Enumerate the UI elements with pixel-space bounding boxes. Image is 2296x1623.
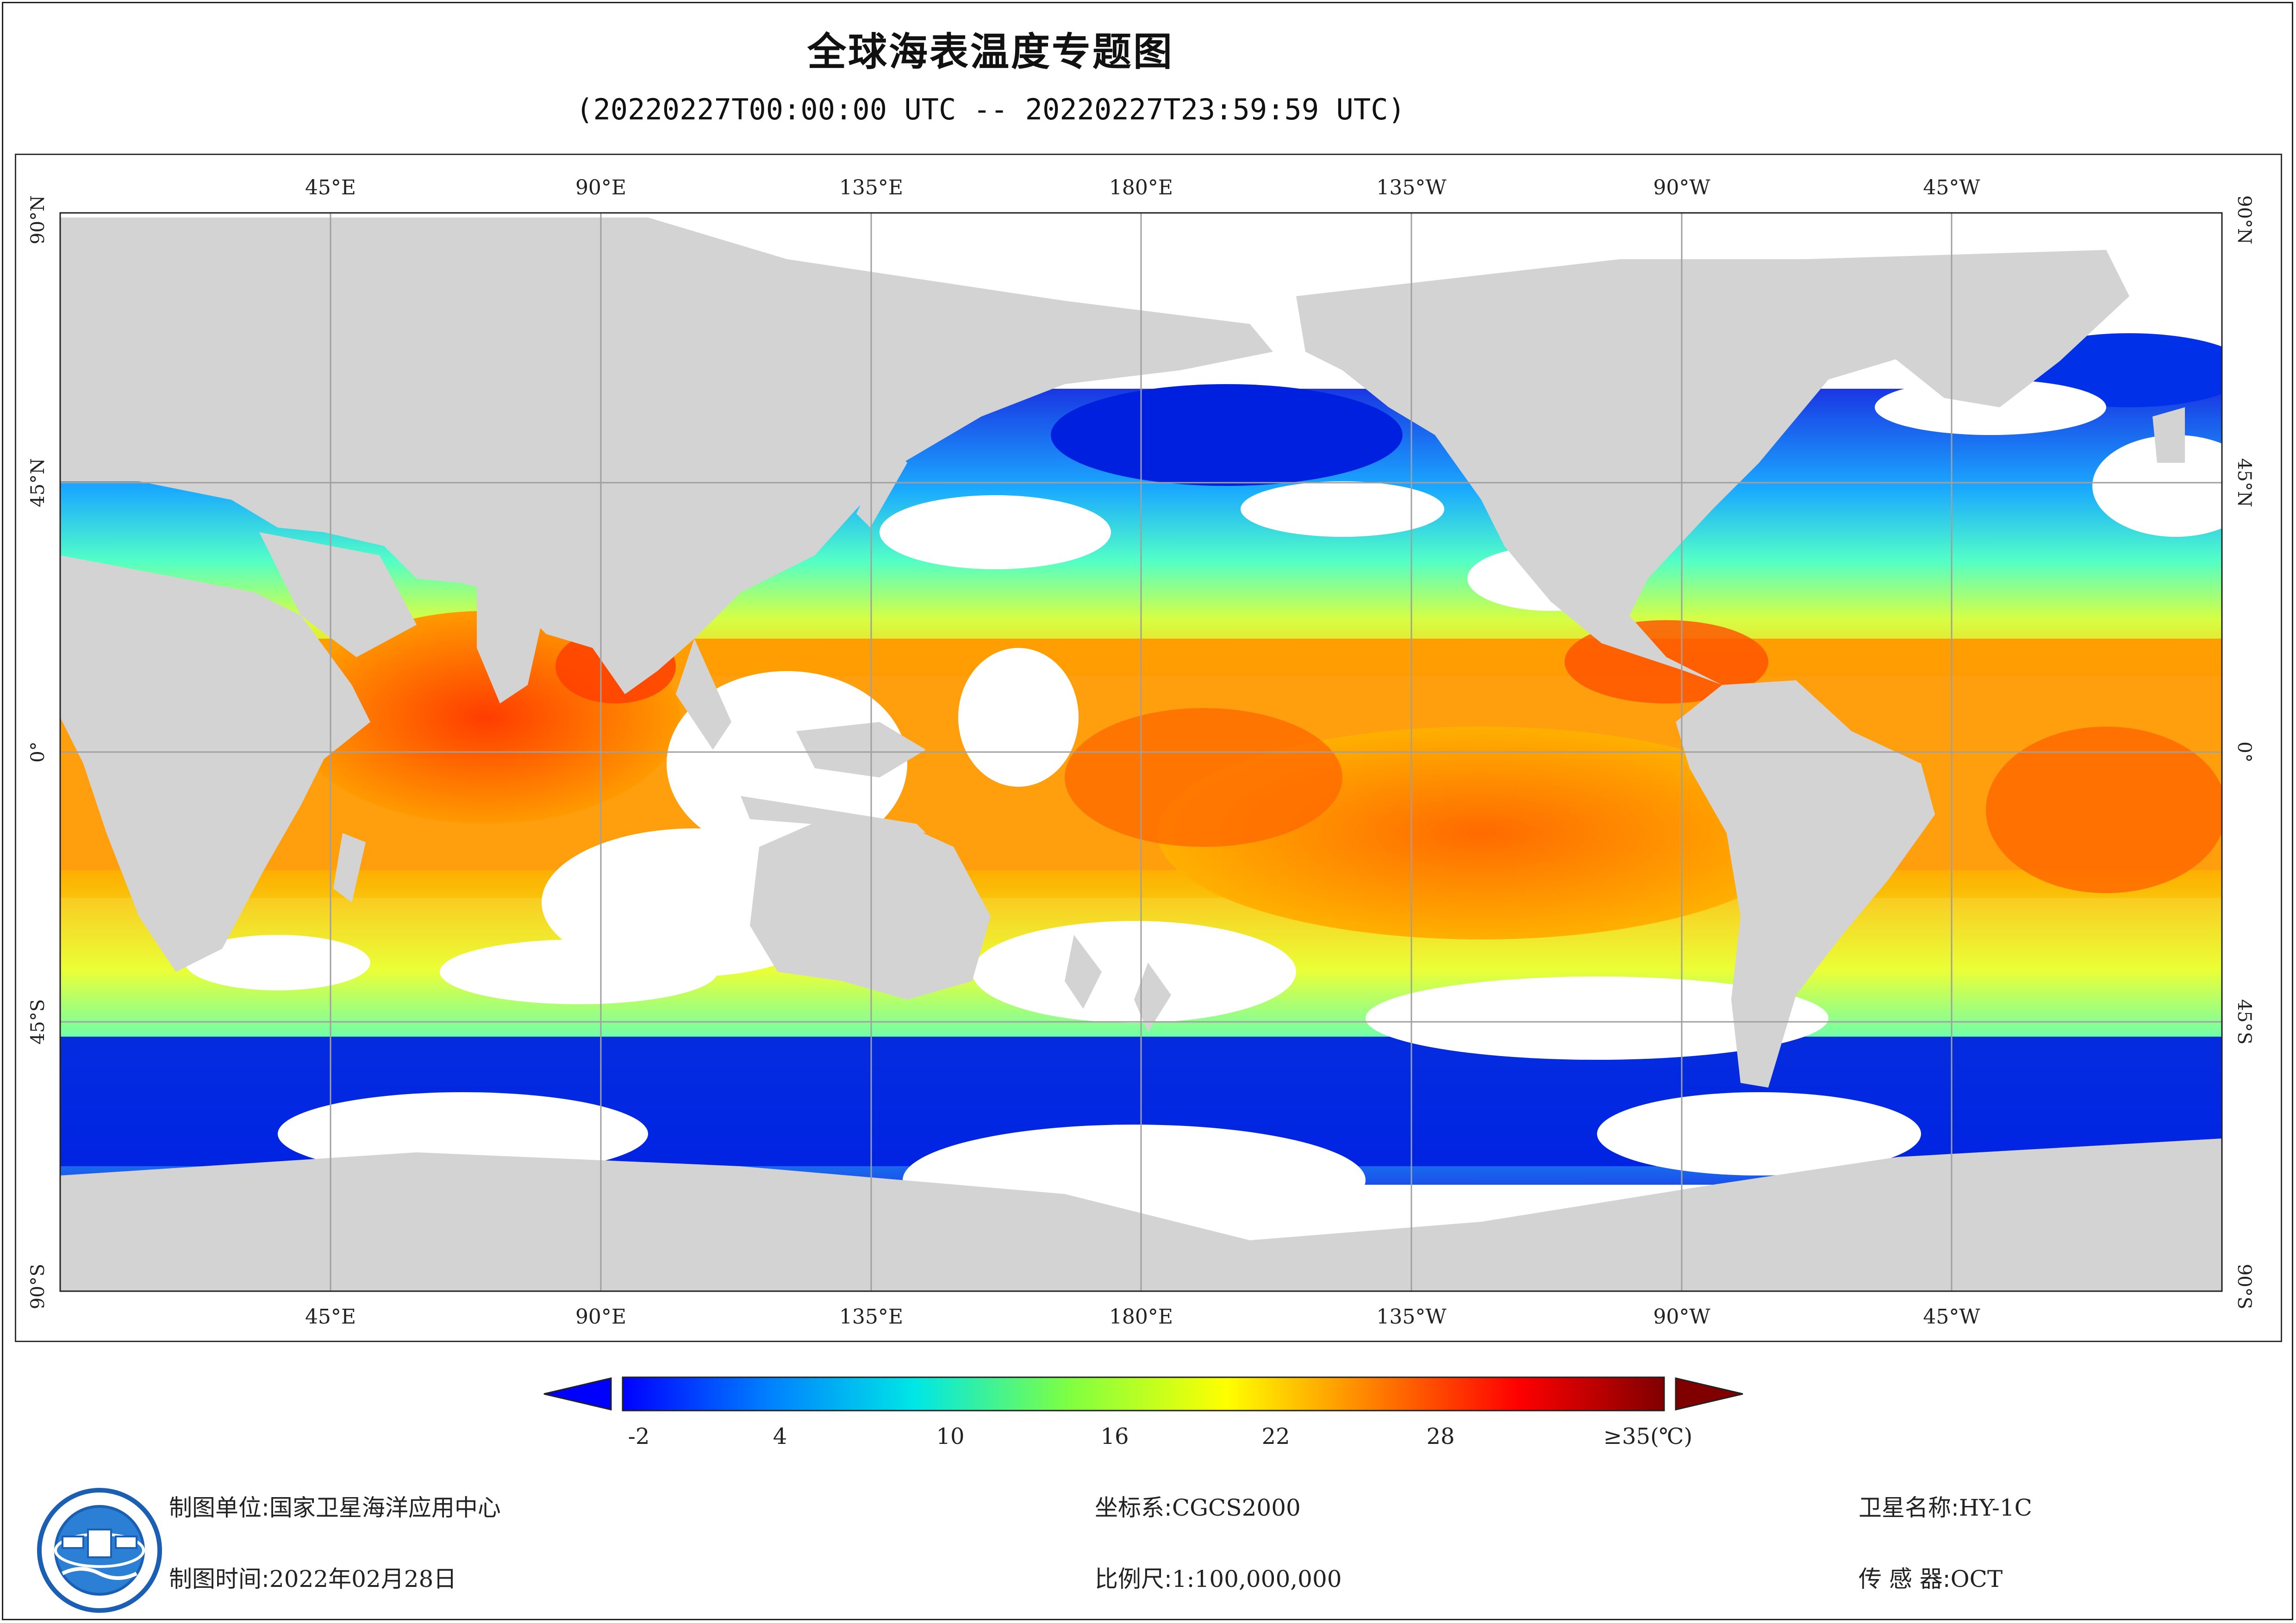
lon-label: 45°E: [305, 1305, 356, 1329]
lat-label: 45°S: [2234, 999, 2255, 1045]
footer-producer-label: 制图单位:: [169, 1494, 269, 1521]
lon-label: 135°W: [1376, 176, 1447, 199]
footer-scale: 比例尺:1:100,000,000: [1095, 1561, 1342, 1594]
lat-labels-right: 90°N 45°N 0° 45°S 90°S: [2234, 195, 2255, 1309]
footer-producer: 制图单位:国家卫星海洋应用中心: [169, 1489, 501, 1523]
lat-label: 90°N: [27, 195, 49, 244]
lon-label: 180°E: [1109, 1305, 1173, 1329]
footer-satellite-label: 卫星名称:: [1859, 1494, 1959, 1521]
footer-date-label: 制图时间:: [169, 1566, 269, 1592]
lat-label: 45°S: [27, 999, 49, 1045]
footer-scale-label: 比例尺:: [1095, 1566, 1172, 1592]
footer-satellite: 卫星名称:HY-1C: [1859, 1489, 2032, 1523]
lon-label: 45°W: [1923, 176, 1980, 199]
map-title: 全球海表温度专题图: [807, 29, 1174, 75]
lat-label: 0°: [27, 741, 49, 762]
lat-label: 45°N: [27, 458, 49, 507]
footer-scale-value: 1:100,000,000: [1172, 1566, 1342, 1592]
map-frame: [15, 154, 2282, 1342]
lon-label: 135°W: [1376, 1305, 1447, 1329]
footer-sensor: 传 感 器:OCT: [1859, 1561, 2003, 1594]
footer-producer-value: 国家卫星海洋应用中心: [269, 1494, 501, 1521]
lon-label: 135°E: [839, 1305, 903, 1329]
footer-satellite-value: HY-1C: [1959, 1494, 2032, 1521]
lat-label: 45°N: [2234, 458, 2255, 507]
lat-label: 0°: [2234, 741, 2255, 762]
lon-label: 90°W: [1653, 176, 1710, 199]
map-subtitle: (20220227T00:00:00 UTC -- 20220227T23:59…: [576, 93, 1405, 126]
footer-sensor-label: 传 感 器:: [1859, 1566, 1951, 1592]
lon-label: 90°E: [575, 1305, 626, 1329]
footer-date: 制图时间:2022年02月28日: [169, 1561, 456, 1594]
lat-label: 90°S: [2234, 1264, 2255, 1309]
lon-label: 90°W: [1653, 1305, 1710, 1329]
lon-labels-bottom: 45°E 90°E 135°E 180°E 135°W 90°W 45°W: [305, 1305, 1980, 1329]
lon-labels-top: 45°E 90°E 135°E 180°E 135°W 90°W 45°W: [305, 176, 1980, 199]
lon-label: 45°W: [1923, 1305, 1980, 1329]
footer-date-value: 2022年02月28日: [269, 1566, 457, 1592]
lon-label: 45°E: [305, 176, 356, 199]
lat-labels-left: 90°N 45°N 0° 45°S 90°S: [27, 195, 49, 1309]
graticule: [60, 213, 2222, 1291]
map-border: [59, 212, 2223, 1292]
footer-crs-value: CGCS2000: [1172, 1494, 1301, 1521]
footer-crs-label: 坐标系:: [1095, 1494, 1172, 1521]
lon-label: 135°E: [839, 176, 903, 199]
nsoas-logo-icon: [37, 1488, 162, 1613]
footer-sensor-value: OCT: [1950, 1566, 2003, 1592]
lat-label: 90°N: [2234, 195, 2255, 244]
lon-label: 90°E: [575, 176, 626, 199]
lat-label: 90°S: [27, 1264, 49, 1309]
footer-crs: 坐标系:CGCS2000: [1095, 1489, 1301, 1523]
lon-label: 180°E: [1109, 176, 1173, 199]
